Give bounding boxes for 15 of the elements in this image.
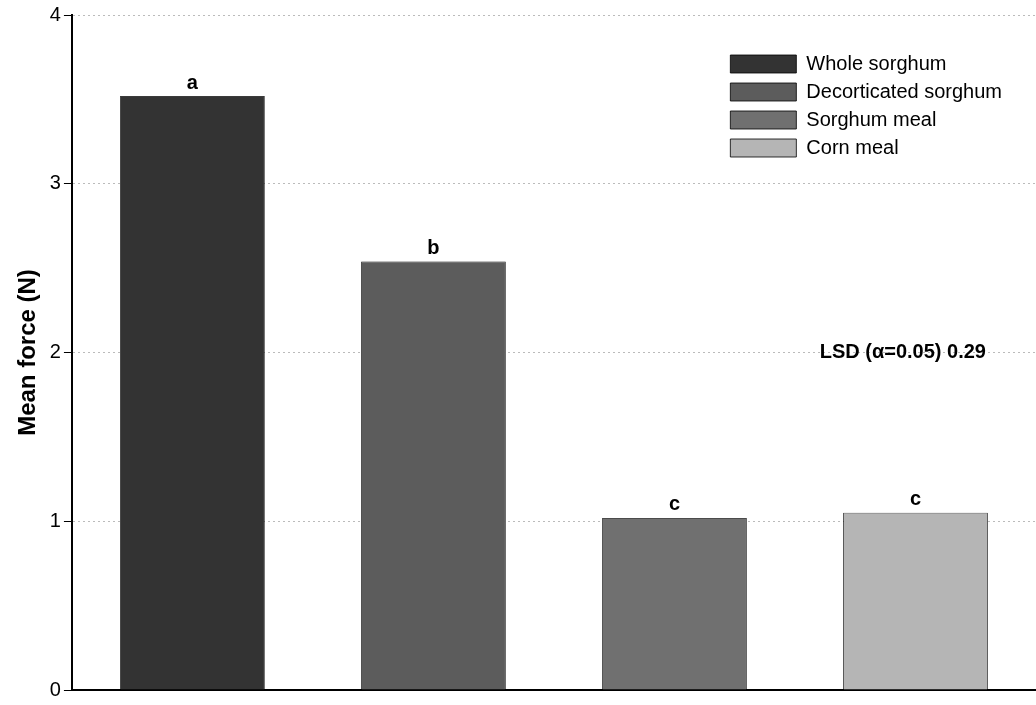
legend-label: Corn meal xyxy=(806,135,899,158)
y-axis-title: Mean force (N) xyxy=(13,269,41,436)
legend-label: Sorghum meal xyxy=(806,107,937,130)
y-tick-label: 4 xyxy=(49,2,61,25)
annotation: LSD (α=0.05) 0.29 xyxy=(819,340,986,363)
data-label: c xyxy=(668,492,681,515)
y-tick-label: 2 xyxy=(49,340,61,363)
legend-label: Decorticated sorghum xyxy=(806,79,1003,102)
y-tick-label: 0 xyxy=(49,677,61,700)
data-label: a xyxy=(186,70,199,93)
y-tick-label: 1 xyxy=(49,508,61,531)
data-label: b xyxy=(427,235,440,258)
legend-label: Whole sorghum xyxy=(806,51,947,74)
data-label: c xyxy=(909,487,922,510)
y-tick-label: 3 xyxy=(49,171,61,194)
